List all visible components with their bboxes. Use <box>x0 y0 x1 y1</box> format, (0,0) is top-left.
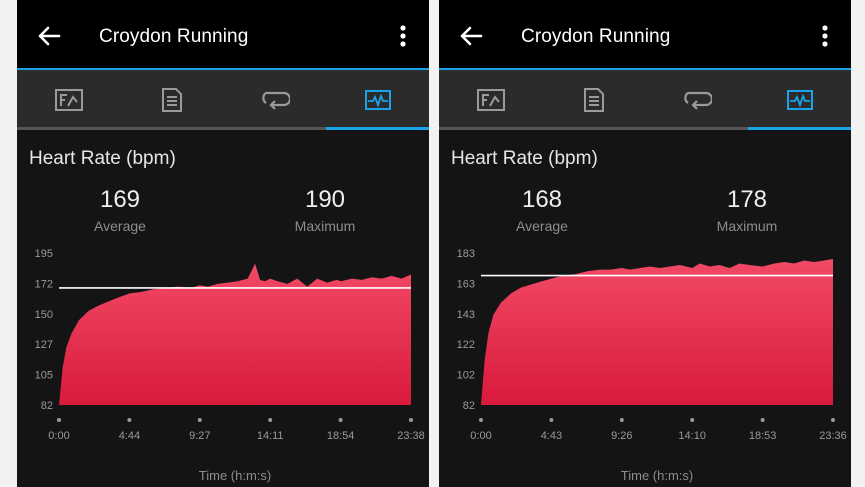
x-tick-label: 23:38 <box>397 430 425 442</box>
x-tick-label: 23:36 <box>819 430 847 442</box>
heart-rate-area <box>481 259 833 405</box>
y-tick-label: 172 <box>35 278 53 290</box>
laps-icon <box>261 91 290 110</box>
x-tick-label: 18:54 <box>327 430 355 442</box>
x-tick-label: 4:43 <box>541 430 562 442</box>
x-tick-label: 9:26 <box>611 430 632 442</box>
x-axis-title: Time (h:m:s) <box>199 468 271 483</box>
maximum-label: Maximum <box>716 218 778 234</box>
average-stat: 168 Average <box>472 186 612 235</box>
accent-divider <box>17 68 429 70</box>
x-tick-dot <box>197 418 202 422</box>
x-tick-label: 9:27 <box>189 430 210 442</box>
tab-laps[interactable] <box>645 70 748 130</box>
x-tick-dot <box>760 418 765 422</box>
tab-splits[interactable] <box>17 70 120 130</box>
maximum-value: 178 <box>726 186 768 213</box>
app-title: Croydon Running <box>99 26 249 47</box>
charts-icon <box>364 90 391 110</box>
x-tick-dot <box>338 418 343 422</box>
section-title: Heart Rate (bpm) <box>29 148 176 169</box>
app-bar: Croydon Running <box>17 0 429 68</box>
back-arrow-icon <box>38 26 61 46</box>
maximum-label: Maximum <box>294 218 356 234</box>
y-tick-label: 102 <box>457 370 475 382</box>
x-tick-dot <box>831 418 835 422</box>
y-tick-label: 127 <box>35 339 53 351</box>
heart-rate-area <box>59 263 411 405</box>
x-tick-dot <box>479 418 483 422</box>
overflow-menu-button[interactable] <box>813 20 837 52</box>
tab-laps[interactable] <box>223 70 326 130</box>
x-tick-dot <box>127 418 132 422</box>
heart-rate-chart-svg: 195 172 150 127 105 82 0:00 4:44 9:27 14:11 18:54 2… <box>35 248 425 483</box>
x-tick-label: 0:00 <box>48 430 69 442</box>
more-vertical-icon <box>822 25 828 47</box>
app-title: Croydon Running <box>521 26 671 47</box>
tab-indicator <box>17 127 429 130</box>
splits-icon <box>476 89 505 111</box>
y-tick-label: 163 <box>457 278 475 290</box>
tab-bar <box>439 70 851 130</box>
charts-icon <box>786 90 813 110</box>
phone-screen-left: Croydon Running <box>17 0 429 487</box>
laps-icon <box>683 91 712 110</box>
x-tick-label: 14:11 <box>257 430 284 442</box>
more-vertical-icon <box>400 25 406 47</box>
average-stat: 169 Average <box>50 186 190 235</box>
phone-screen-right: Croydon Running <box>439 0 851 487</box>
heart-rate-chart: 183 163 143 122 102 82 0:00 4:43 9:26 14:10 18:53 2… <box>439 240 851 487</box>
tab-details[interactable] <box>542 70 645 130</box>
y-tick-label: 143 <box>457 309 475 321</box>
tab-details[interactable] <box>120 70 223 130</box>
x-tick-dot <box>409 418 413 422</box>
x-tick-label: 4:44 <box>119 430 140 442</box>
x-tick-dot <box>268 418 273 422</box>
y-tick-label: 195 <box>35 248 53 260</box>
tab-indicator <box>439 127 851 130</box>
details-icon <box>583 88 604 112</box>
heart-rate-chart: 195 172 150 127 105 82 0:00 4:44 9:27 14:11 18:54 2… <box>17 240 429 487</box>
x-tick-dot <box>57 418 61 422</box>
maximum-stat: 190 Maximum <box>255 186 395 235</box>
y-tick-label: 105 <box>35 370 53 382</box>
x-tick-dot <box>549 418 554 422</box>
tab-bar <box>17 70 429 130</box>
tab-charts[interactable] <box>326 70 429 130</box>
overflow-menu-button[interactable] <box>391 20 415 52</box>
average-label: Average <box>516 218 568 234</box>
average-label: Average <box>94 218 146 234</box>
tab-splits[interactable] <box>439 70 542 130</box>
back-button[interactable] <box>31 18 67 54</box>
section-title: Heart Rate (bpm) <box>451 148 598 169</box>
maximum-value: 190 <box>304 186 346 213</box>
splits-icon <box>54 89 83 111</box>
y-tick-label: 122 <box>457 339 475 351</box>
y-tick-label: 82 <box>463 400 475 412</box>
app-bar: Croydon Running <box>439 0 851 68</box>
x-tick-label: 0:00 <box>470 430 491 442</box>
back-arrow-icon <box>460 26 483 46</box>
x-tick-dot <box>690 418 695 422</box>
tab-charts[interactable] <box>748 70 851 130</box>
back-button[interactable] <box>453 18 489 54</box>
details-icon <box>161 88 182 112</box>
x-tick-label: 14:10 <box>678 430 706 442</box>
x-tick-dot <box>619 418 624 422</box>
accent-divider <box>439 68 851 70</box>
average-value: 169 <box>99 186 141 213</box>
x-tick-label: 18:53 <box>749 430 777 442</box>
y-tick-label: 150 <box>35 309 53 321</box>
y-tick-label: 82 <box>41 400 53 412</box>
average-value: 168 <box>521 186 563 213</box>
heart-rate-chart-svg: 183 163 143 122 102 82 0:00 4:43 9:26 14:10 18:53 2… <box>457 248 847 483</box>
y-tick-label: 183 <box>457 248 475 260</box>
x-axis-title: Time (h:m:s) <box>621 468 693 483</box>
maximum-stat: 178 Maximum <box>677 186 817 235</box>
